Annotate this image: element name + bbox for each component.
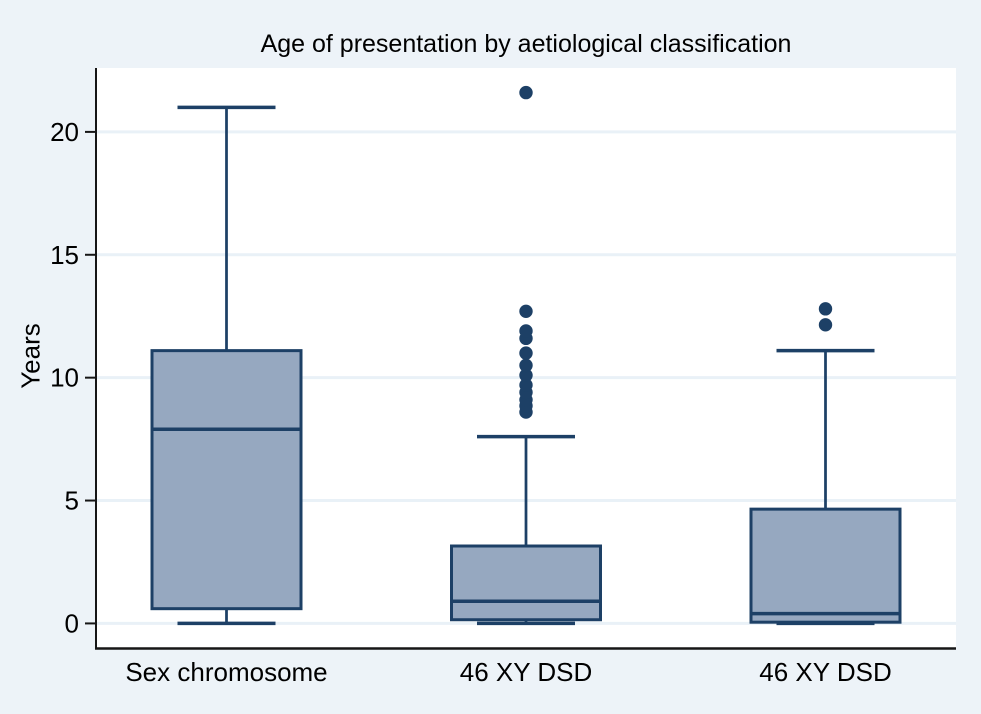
y-tick-label: 10	[50, 363, 79, 393]
y-axis-title: Years	[15, 323, 46, 389]
outlier-dot	[519, 346, 533, 360]
box-group	[450, 85, 602, 626]
box-group	[749, 302, 902, 626]
y-tick-label: 20	[50, 117, 79, 147]
y-tick-label: 5	[65, 486, 79, 516]
iqr-box	[749, 507, 902, 624]
outlier-dot	[519, 358, 533, 373]
iqr-box	[450, 544, 602, 622]
iqr-box	[150, 349, 303, 611]
x-category-label: 46 XY DSD	[460, 657, 592, 687]
x-category-label: 46 XY DSD	[759, 657, 891, 687]
outlier-dot	[519, 368, 533, 382]
outlier-dot	[818, 302, 833, 316]
outlier-dot	[519, 85, 533, 100]
outlier-dot	[519, 324, 533, 338]
outlier-dot	[818, 318, 833, 332]
outlier-dot	[519, 304, 533, 319]
x-category-label: Sex chromosome	[125, 657, 327, 687]
box-group	[150, 105, 303, 626]
y-tick-label: 0	[65, 608, 79, 638]
chart-title: Age of presentation by aetiological clas…	[260, 30, 792, 58]
outlier-dot	[519, 378, 533, 392]
y-tick-label: 15	[50, 240, 79, 270]
